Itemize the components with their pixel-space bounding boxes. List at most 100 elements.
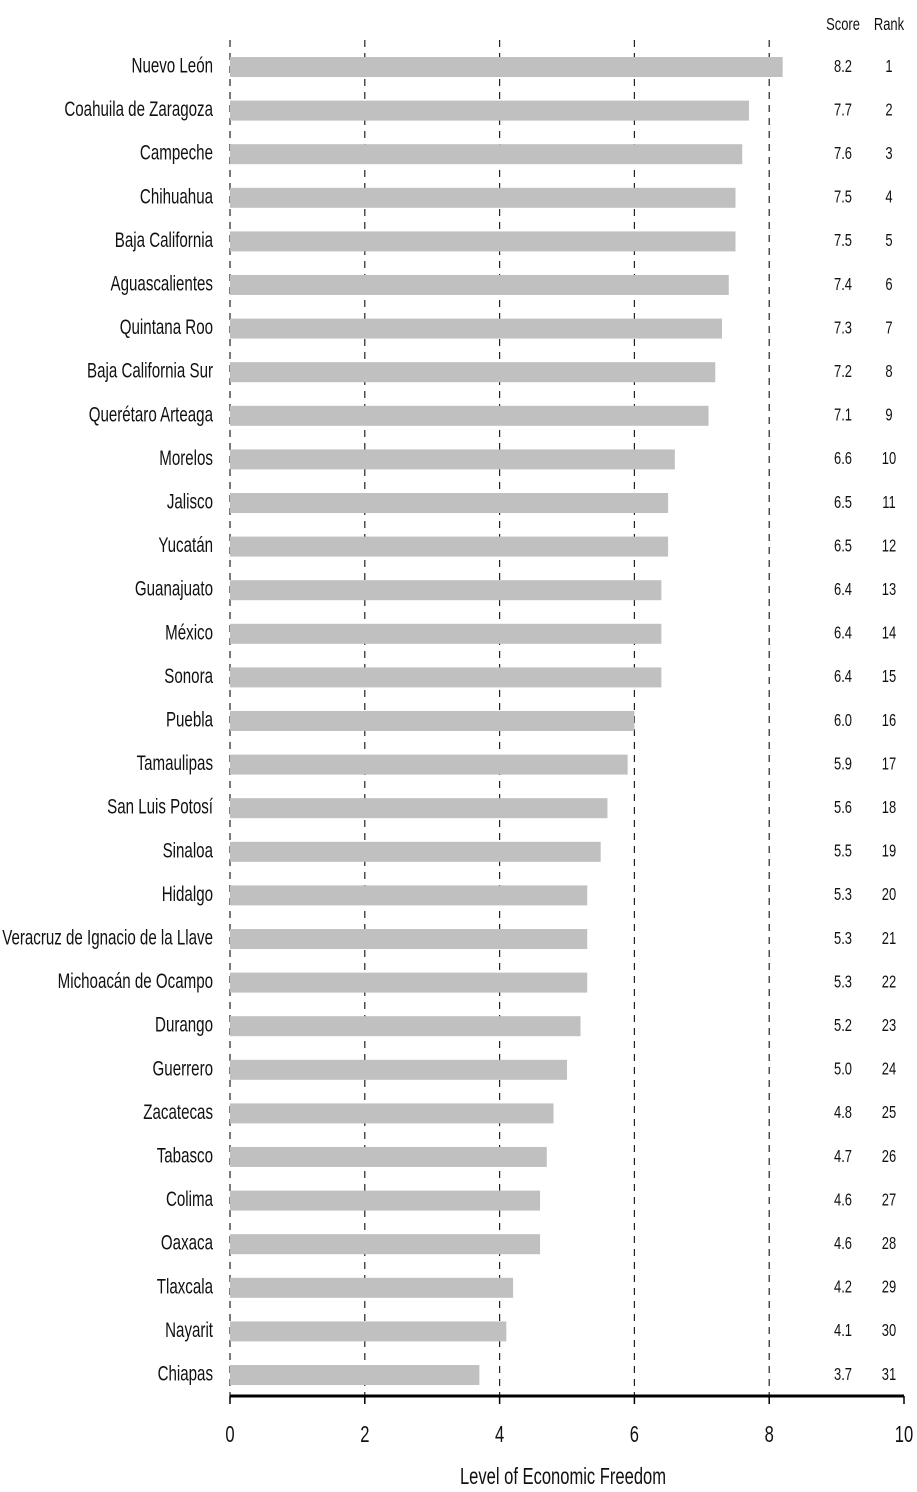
category-label: San Luis Potosí <box>107 794 213 818</box>
rank-label: 28 <box>882 1234 897 1254</box>
bar <box>230 1190 541 1211</box>
rank-label: 25 <box>882 1103 897 1123</box>
bar <box>230 187 736 208</box>
score-label: 4.6 <box>834 1190 852 1210</box>
rank-label: 13 <box>882 580 897 600</box>
category-label: Hidalgo <box>162 881 213 905</box>
rank-label: 24 <box>882 1060 897 1080</box>
rank-label: 1 <box>885 57 892 77</box>
category-label: Puebla <box>166 707 214 731</box>
bar <box>230 1147 547 1167</box>
score-label: 6.0 <box>834 711 852 731</box>
rank-label: 2 <box>885 100 892 120</box>
bar <box>230 885 588 906</box>
rank-label: 22 <box>882 972 896 992</box>
category-label: Chihuahua <box>140 184 214 208</box>
category-label: Zacatecas <box>143 1099 213 1123</box>
category-label: Baja California <box>115 227 214 251</box>
score-label: 4.8 <box>834 1103 852 1123</box>
rank-label: 26 <box>882 1147 897 1167</box>
x-tick-label: 4 <box>495 1423 504 1448</box>
score-label: 6.4 <box>834 624 852 644</box>
category-label: Aguascalientes <box>111 271 213 295</box>
category-label: Querétaro Arteaga <box>89 402 214 426</box>
score-label: 8.2 <box>834 57 852 77</box>
score-label: 5.2 <box>834 1016 852 1036</box>
bar <box>230 57 783 77</box>
bar <box>230 841 601 862</box>
category-label: Campeche <box>140 140 213 164</box>
bar <box>230 798 608 819</box>
x-tick-label: 6 <box>630 1423 639 1448</box>
rank-label: 11 <box>882 493 895 513</box>
bar <box>230 754 628 775</box>
x-tick-label: 0 <box>225 1423 234 1448</box>
bar <box>230 318 723 339</box>
bar <box>230 929 588 949</box>
bar <box>230 1059 567 1080</box>
bar <box>230 536 669 557</box>
score-label: 7.5 <box>834 188 852 208</box>
rank-label: 17 <box>882 754 896 774</box>
score-label: 6.5 <box>834 536 852 556</box>
category-label: Oaxaca <box>161 1230 214 1254</box>
category-label: Guerrero <box>153 1056 213 1080</box>
category-label: Veracruz de Ignacio de la Llave <box>2 925 213 949</box>
rank-label: 4 <box>885 188 892 208</box>
category-label: Baja California Sur <box>87 358 213 382</box>
category-label: Nuevo León <box>132 53 213 77</box>
rank-label: 29 <box>882 1278 896 1298</box>
rank-label: 10 <box>882 449 897 469</box>
rank-label: 5 <box>885 231 892 251</box>
category-label: Nayarit <box>165 1317 213 1341</box>
rank-label: 27 <box>882 1190 896 1210</box>
bar <box>230 449 675 470</box>
rank-header: Rank <box>874 15 904 35</box>
category-label: Colima <box>166 1187 214 1211</box>
x-tick-label: 8 <box>765 1423 774 1448</box>
category-label: Guanajuato <box>135 576 213 600</box>
category-label: Michoacán de Ocampo <box>58 969 213 993</box>
bar <box>230 405 709 426</box>
bar <box>230 100 749 121</box>
score-label: 5.9 <box>834 754 852 774</box>
rank-label: 21 <box>882 929 896 949</box>
bar <box>230 362 716 383</box>
rank-label: 30 <box>882 1321 897 1341</box>
bar <box>230 623 662 644</box>
score-label: 7.7 <box>834 100 852 120</box>
bar <box>230 1016 581 1037</box>
rank-label: 18 <box>882 798 897 818</box>
score-label: 5.6 <box>834 798 852 818</box>
score-label: 7.1 <box>834 406 852 426</box>
score-label: 5.3 <box>834 885 852 905</box>
score-label: 6.4 <box>834 580 852 600</box>
bar <box>230 1365 480 1385</box>
rank-label: 31 <box>882 1365 896 1385</box>
category-label: Yucatán <box>158 533 213 557</box>
x-axis-label: Level of Economic Freedom <box>460 1465 666 1490</box>
rank-label: 6 <box>885 275 892 295</box>
score-label: 6.6 <box>834 449 852 469</box>
category-label: Chiapas <box>158 1361 213 1385</box>
score-label: 4.6 <box>834 1234 852 1254</box>
bar <box>230 1103 554 1124</box>
score-label: 7.4 <box>834 275 852 295</box>
x-tick-label: 2 <box>360 1423 369 1448</box>
category-label: Quintana Roo <box>120 315 213 339</box>
bar <box>230 144 743 165</box>
bar <box>230 1277 514 1298</box>
score-label: 7.5 <box>834 231 852 251</box>
score-label: 4.2 <box>834 1278 852 1298</box>
bar <box>230 493 669 513</box>
rank-label: 7 <box>885 318 892 338</box>
category-label: Durango <box>155 1012 213 1036</box>
rank-label: 16 <box>882 711 897 731</box>
score-label: 4.1 <box>834 1321 852 1341</box>
score-label: 5.0 <box>834 1060 852 1080</box>
bar <box>230 580 662 601</box>
bar <box>230 711 635 731</box>
x-tick-label: 10 <box>895 1423 913 1448</box>
category-label: Coahuila de Zaragoza <box>64 97 213 121</box>
